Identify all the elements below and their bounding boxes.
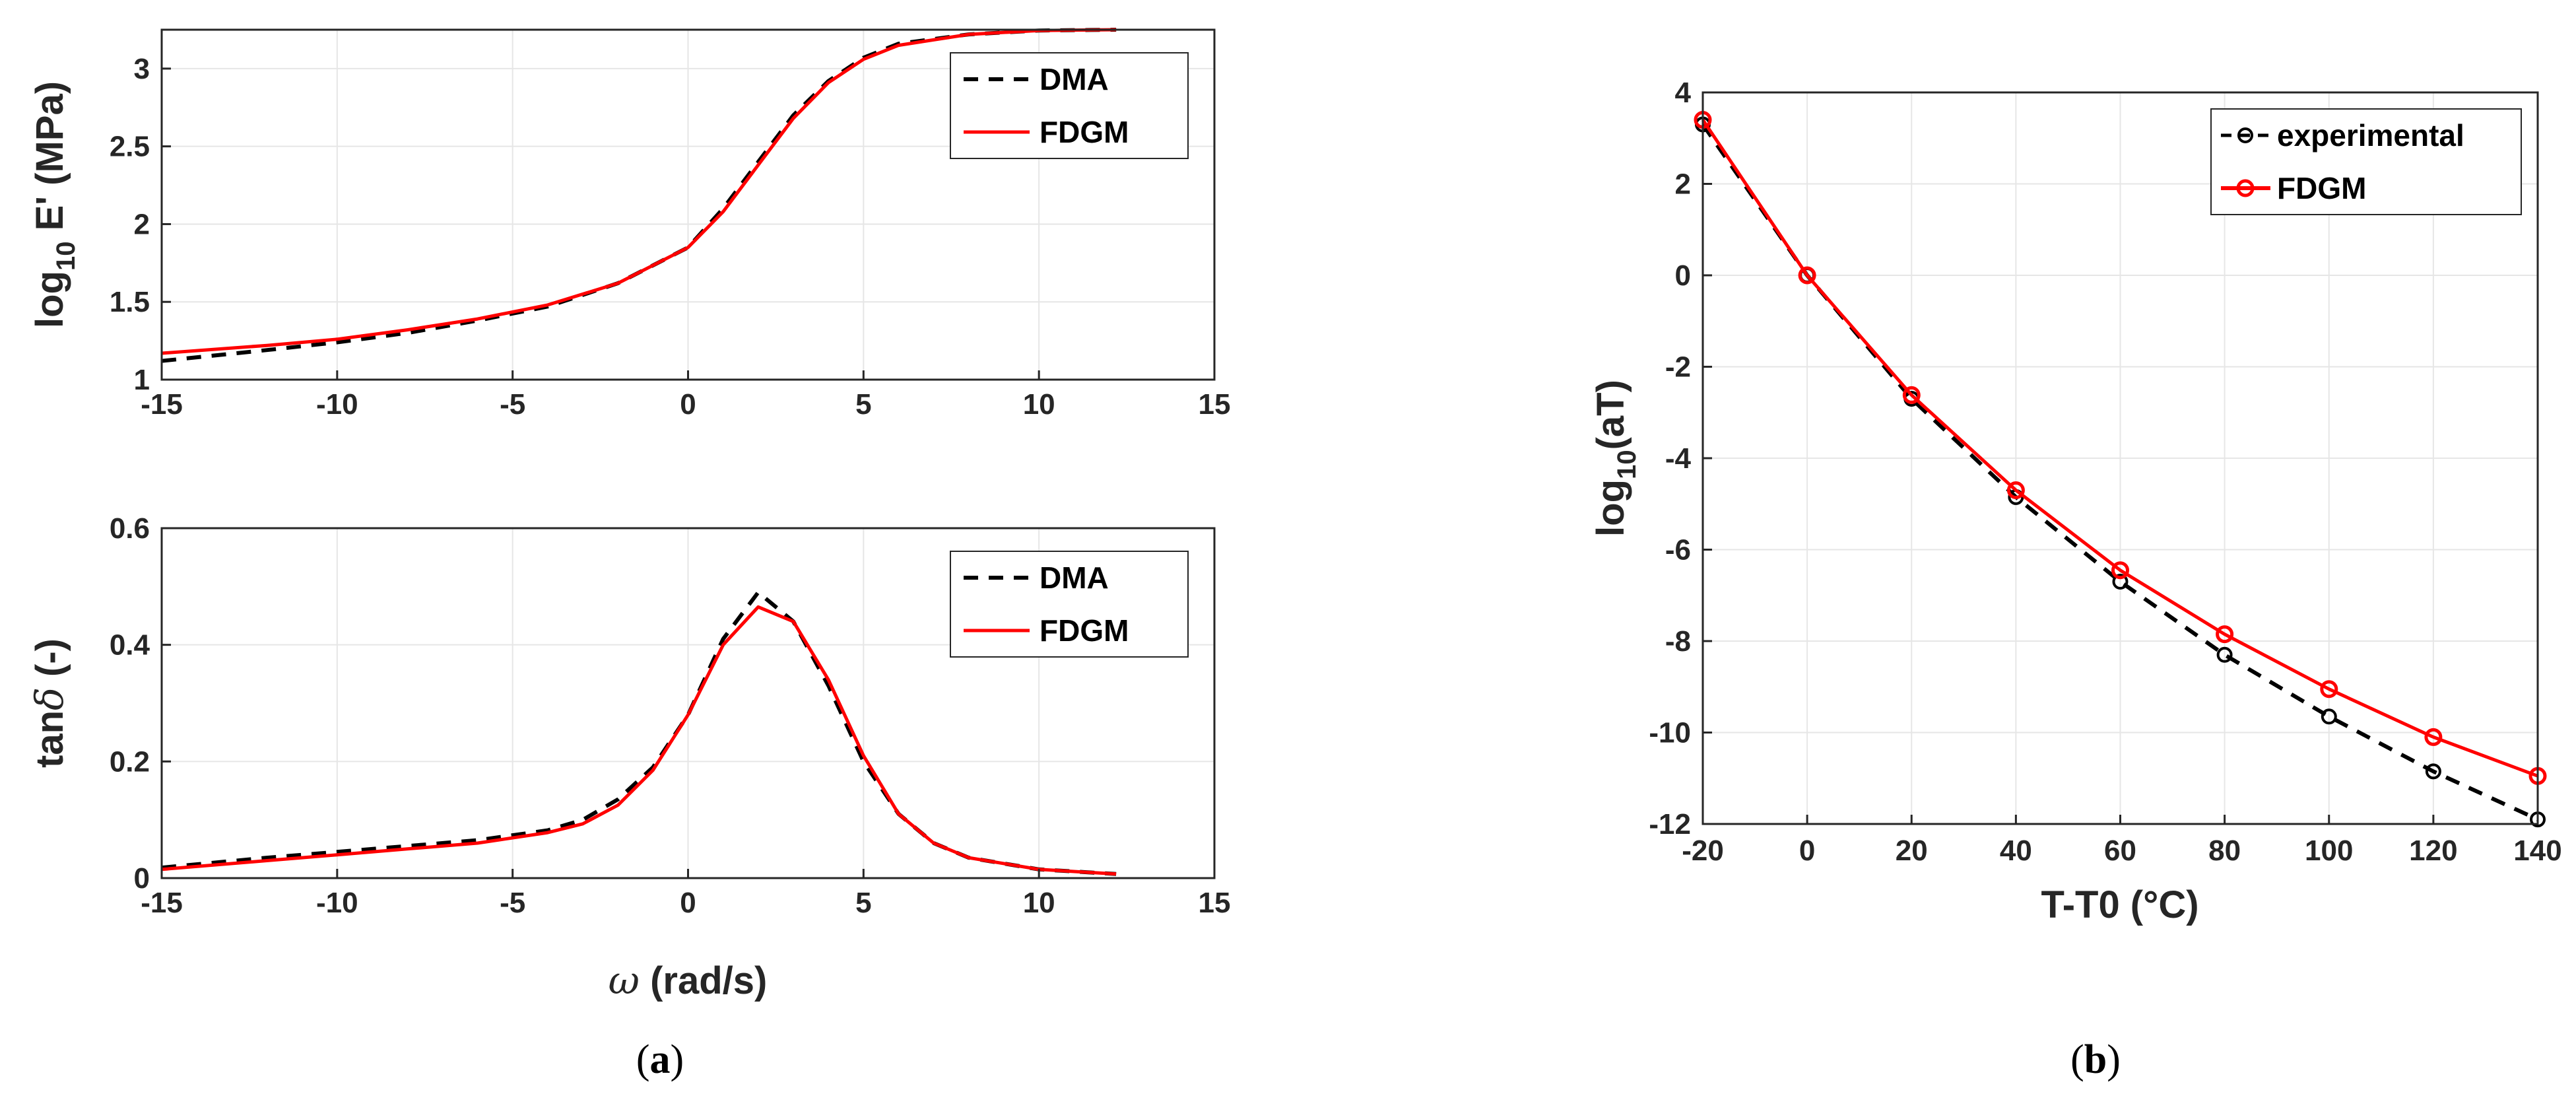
y-tick-label: 4 [1675, 77, 1692, 109]
loss-tangent-legend: DMA FDGM [950, 551, 1189, 658]
data-point-experimental [2112, 574, 2129, 590]
x-tick-label: 80 [2208, 835, 2241, 867]
x-tick-label: 40 [2000, 835, 2032, 867]
x-tick-label: 100 [2305, 835, 2353, 867]
x-tick-label: -10 [316, 388, 358, 421]
loss-tangent-y-axis-label: tanδ (-) [27, 638, 72, 768]
y-tick-label: 0.6 [110, 512, 150, 545]
shift-factor-series [1694, 111, 2547, 828]
series-line-fdgm [1701, 119, 2538, 778]
y-tick-label: -6 [1665, 534, 1691, 566]
loss-tangent-x-axis-label: ω (rad/s) [609, 958, 768, 1003]
y-tick-label: 3 [134, 53, 150, 85]
x-tick-label: 10 [1023, 388, 1055, 421]
legend-experimental-label: experimental [2277, 118, 2464, 153]
y-tick-label: 2 [134, 208, 150, 240]
storage-modulus-y-axis-label: log10 E' (MPa) [28, 81, 81, 328]
x-tick-label: 15 [1199, 887, 1231, 919]
storage-modulus-y-ticks: 1 1.5 2 2.5 3 [110, 53, 171, 396]
legend-fdgm-label: FDGM [1040, 613, 1129, 648]
series-line-fdgm [161, 28, 1117, 355]
legend-experimental-marker [2237, 127, 2253, 143]
data-point-fdgm [2006, 481, 2025, 499]
data-point-experimental [2321, 708, 2337, 725]
caption-a: (a) [636, 1037, 684, 1082]
x-tick-label: -15 [141, 388, 183, 421]
data-point-experimental [2425, 763, 2441, 780]
y-tick-label: -4 [1665, 442, 1692, 475]
loss-tangent-chart: -15 -10 -5 0 5 10 15 0 0.2 0.4 0.6 tanδ (-) ω (ra… [27, 512, 1230, 1003]
data-point-fdgm [2216, 625, 2234, 644]
y-tick-label: 2.5 [110, 131, 150, 163]
y-tick-label: 0 [1675, 259, 1691, 292]
storage-modulus-x-ticks: -15 -10 -5 0 5 10 15 [141, 370, 1230, 421]
data-point-fdgm [2320, 680, 2338, 699]
legend-dma-label: DMA [1040, 561, 1109, 595]
data-point-fdgm [2111, 561, 2129, 580]
loss-tangent-y-ticks: 0 0.2 0.4 0.6 [110, 512, 171, 895]
shift-factor-y-ticks: -12 -10 -8 -6 -4 -2 0 2 4 [1649, 77, 1712, 840]
series-line-dma [161, 590, 1117, 876]
shift-factor-x-ticks: -20 0 20 40 60 80 100 120 140 [1682, 815, 2562, 867]
x-tick-label: 120 [2409, 835, 2457, 867]
series-line-fdgm [161, 605, 1117, 876]
x-tick-label: -20 [1682, 835, 1724, 867]
x-tick-label: 15 [1199, 388, 1231, 421]
y-tick-label: 1.5 [110, 286, 150, 318]
y-tick-label: -10 [1649, 717, 1691, 749]
storage-modulus-series [161, 28, 1117, 363]
x-tick-label: -5 [500, 887, 525, 919]
x-tick-label: 0 [1799, 835, 1815, 867]
legend-fdgm-label: FDGM [1040, 115, 1129, 149]
y-tick-label: 2 [1675, 168, 1691, 201]
y-tick-label: 0.2 [110, 745, 150, 778]
y-tick-label: -8 [1665, 625, 1691, 658]
x-tick-label: 0 [680, 887, 696, 919]
legend-dma-label: DMA [1040, 62, 1109, 96]
storage-modulus-legend: DMA FDGM [950, 52, 1189, 159]
shift-factor-x-axis-label: T-T0 (°C) [2041, 883, 2198, 926]
data-point-fdgm [2424, 728, 2443, 746]
shift-factor-chart: -20 0 20 40 60 80 100 120 140 -12-10-8-6-4-2024 … [1589, 77, 2562, 926]
x-tick-label: 140 [2513, 835, 2561, 867]
x-tick-label: 20 [1896, 835, 1928, 867]
x-tick-label: 5 [855, 887, 871, 919]
data-point-fdgm [1902, 386, 1921, 404]
shift-factor-y-axis-label: log10(aT) [1589, 380, 1641, 537]
y-tick-label: 1 [134, 364, 150, 396]
shift-factor-legend: experimental FDGM [2210, 108, 2522, 215]
data-point-fdgm [1798, 266, 1816, 285]
y-tick-label: 0.4 [110, 629, 150, 662]
storage-modulus-chart: -15 -10 -5 0 5 10 15 11.522.53 log10 E' (MPa) … [28, 28, 1230, 421]
legend-fdgm-label: FDGM [2277, 171, 2366, 205]
y-tick-label: -12 [1649, 808, 1691, 840]
x-tick-label: -15 [141, 887, 183, 919]
caption-b: (b) [2070, 1037, 2121, 1082]
data-point-experimental [2216, 646, 2233, 663]
x-tick-label: 5 [855, 388, 871, 421]
x-tick-label: 60 [2104, 835, 2136, 867]
loss-tangent-x-ticks: -15 -10 -5 0 5 10 15 [141, 869, 1230, 919]
x-tick-label: -10 [316, 887, 358, 919]
legend-fdgm-marker [2236, 179, 2255, 197]
y-tick-label: -2 [1665, 351, 1691, 384]
loss-tangent-series [161, 590, 1117, 876]
y-tick-label: 0 [134, 862, 150, 895]
x-tick-label: 10 [1023, 887, 1055, 919]
x-tick-label: 0 [680, 388, 696, 421]
x-tick-label: -5 [500, 388, 525, 421]
